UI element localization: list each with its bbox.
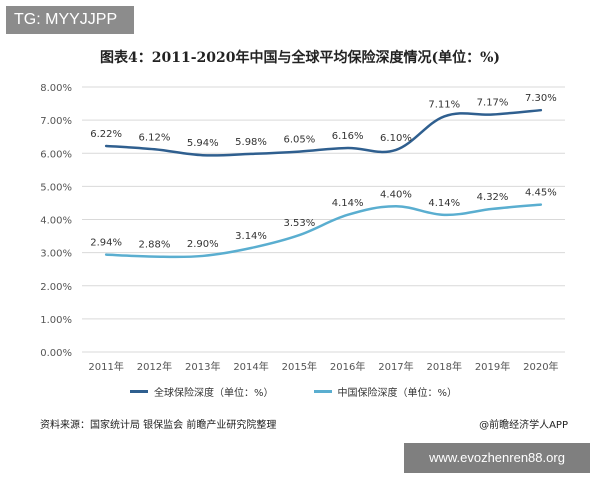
x-tick-label: 2017年 (378, 360, 413, 373)
legend-label-global: 全球保险深度（单位：%） (154, 388, 274, 399)
series-line-china (104, 203, 543, 259)
x-tick-label: 2013年 (185, 360, 220, 373)
data-label: 2.90% (187, 239, 219, 250)
series-lines (104, 108, 543, 259)
data-label: 4.32% (477, 192, 509, 203)
legend-swatch-global (130, 390, 148, 393)
grid (82, 86, 565, 353)
data-label: 4.40% (380, 189, 412, 200)
x-tick-label: 2020年 (523, 360, 558, 373)
data-label: 7.11% (428, 99, 460, 110)
credit-note: @前瞻经济学人APP (479, 420, 568, 431)
data-label: 5.94% (187, 138, 219, 149)
watermark-badge-bottom: www.evozhenren88.org (404, 443, 590, 473)
data-label: 5.98% (235, 137, 267, 148)
x-tick-label: 2015年 (282, 360, 317, 373)
x-tick-label: 2016年 (330, 360, 365, 373)
data-label: 3.14% (235, 231, 267, 242)
y-tick-label: 1.00% (40, 315, 72, 326)
data-label: 2.94% (90, 238, 122, 249)
data-label: 6.16% (332, 131, 364, 142)
source-note: 资料来源：国家统计局 银保监会 前瞻产业研究院整理 (40, 420, 277, 431)
data-label: 6.22% (90, 129, 122, 140)
y-tick-label: 4.00% (40, 216, 72, 227)
x-tick-label: 2011年 (88, 360, 123, 373)
y-tick-label: 3.00% (40, 249, 72, 260)
x-tick-label: 2018年 (427, 360, 462, 373)
data-label: 7.30% (525, 93, 557, 104)
legend: 全球保险深度（单位：%） 中国保险深度（单位：%） (130, 384, 457, 399)
y-tick-label: 2.00% (40, 282, 72, 293)
legend-item-global: 全球保险深度（单位：%） (130, 384, 274, 399)
y-tick-label: 6.00% (40, 149, 72, 160)
series-line-global (104, 108, 543, 157)
y-tick-label: 8.00% (40, 83, 72, 94)
x-axis-ticks: 2011年 2012年 2013年 2014年 2015年 2016年 2017年 2018年… (88, 360, 558, 373)
data-label: 4.14% (428, 198, 460, 209)
x-tick-label: 2019年 (475, 360, 510, 373)
data-label: 6.10% (380, 133, 412, 144)
y-tick-label: 7.00% (40, 116, 72, 127)
data-label: 3.53% (283, 218, 315, 229)
legend-item-china: 中国保险深度（单位：%） (313, 384, 458, 399)
data-label: 2.88% (139, 240, 171, 251)
watermark-badge-top: TG: MYYJJPP (6, 6, 134, 34)
data-label: 4.14% (332, 198, 364, 209)
legend-label-china: 中国保险深度（单位：%） (337, 388, 458, 399)
chart-title: 图表4：2011-2020年中国与全球平均保险深度情况(单位：%) (99, 50, 501, 66)
y-tick-label: 0.00% (40, 348, 72, 359)
y-axis-ticks: 0.00% 1.00% 2.00% 3.00% 4.00% 5.00% 6.00% 7.00%… (40, 83, 72, 359)
y-tick-label: 5.00% (40, 182, 72, 193)
x-tick-label: 2012年 (137, 360, 172, 373)
legend-swatch-china (313, 390, 332, 393)
data-label: 6.12% (139, 132, 171, 143)
data-labels: 6.22% 6.12% 5.94% 5.98% 6.05% 6.16% 6.10% 7.11%… (90, 93, 556, 250)
x-tick-label: 2014年 (233, 360, 268, 373)
data-label: 7.17% (477, 97, 509, 108)
data-label: 4.45% (525, 188, 557, 199)
data-label: 6.05% (283, 135, 315, 146)
